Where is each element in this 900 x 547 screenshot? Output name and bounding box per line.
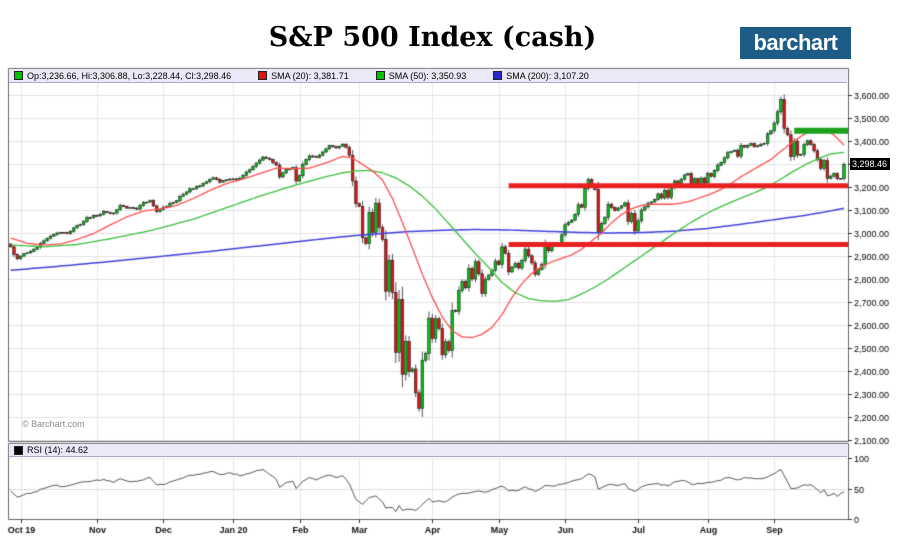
- legend-sma50-label: SMA (50): 3,350.93: [388, 70, 467, 81]
- legend-item-sma20: SMA (20): 3,381.71: [258, 71, 349, 81]
- sma50-swatch-icon: [375, 71, 385, 80]
- copyright-watermark: © Barchart.com: [22, 419, 85, 429]
- legend-sma200-label: SMA (200): 3,107.20: [506, 70, 589, 81]
- legend-item-ohlc: Op:3,236.66, Hi:3,306.88, Lo:3,228.44, C…: [14, 71, 231, 81]
- ohlc-swatch-icon: [14, 71, 23, 80]
- legend-item-sma200: SMA (200): 3,107.20: [493, 71, 589, 81]
- legend-ohlc-label: Op:3,236.66, Hi:3,306.88, Lo:3,228.44, C…: [27, 70, 232, 81]
- legend-sma20-label: SMA (20): 3,381.71: [271, 70, 349, 81]
- legend-item-sma50: SMA (50): 3,350.93: [375, 70, 467, 81]
- chart-title: S&P 500 Index (cash): [268, 22, 597, 53]
- barchart-logo: barchart: [740, 27, 851, 59]
- barchart-logo-text: barchart: [753, 30, 838, 55]
- rsi-swatch-icon: [14, 445, 23, 455]
- rsi-label: RSI (14): 44.62: [27, 445, 89, 455]
- rsi-legend-strip: RSI (14): 44.62: [9, 444, 847, 457]
- sma20-swatch-icon: [258, 71, 268, 80]
- price-legend-strip: Op:3,236.66, Hi:3,306.88, Lo:3,228.44, C…: [9, 69, 847, 83]
- last-price-label: 3,298.46: [850, 158, 891, 170]
- sma200-swatch-icon: [493, 71, 503, 80]
- legend-item-rsi: RSI (14): 44.62: [14, 445, 88, 455]
